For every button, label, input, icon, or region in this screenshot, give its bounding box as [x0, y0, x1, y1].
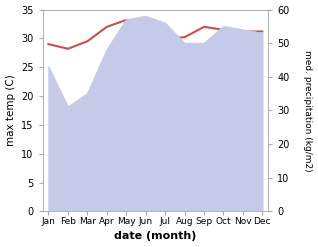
- Y-axis label: max temp (C): max temp (C): [5, 75, 16, 146]
- X-axis label: date (month): date (month): [114, 231, 197, 242]
- Y-axis label: med. precipitation (kg/m2): med. precipitation (kg/m2): [303, 50, 313, 171]
